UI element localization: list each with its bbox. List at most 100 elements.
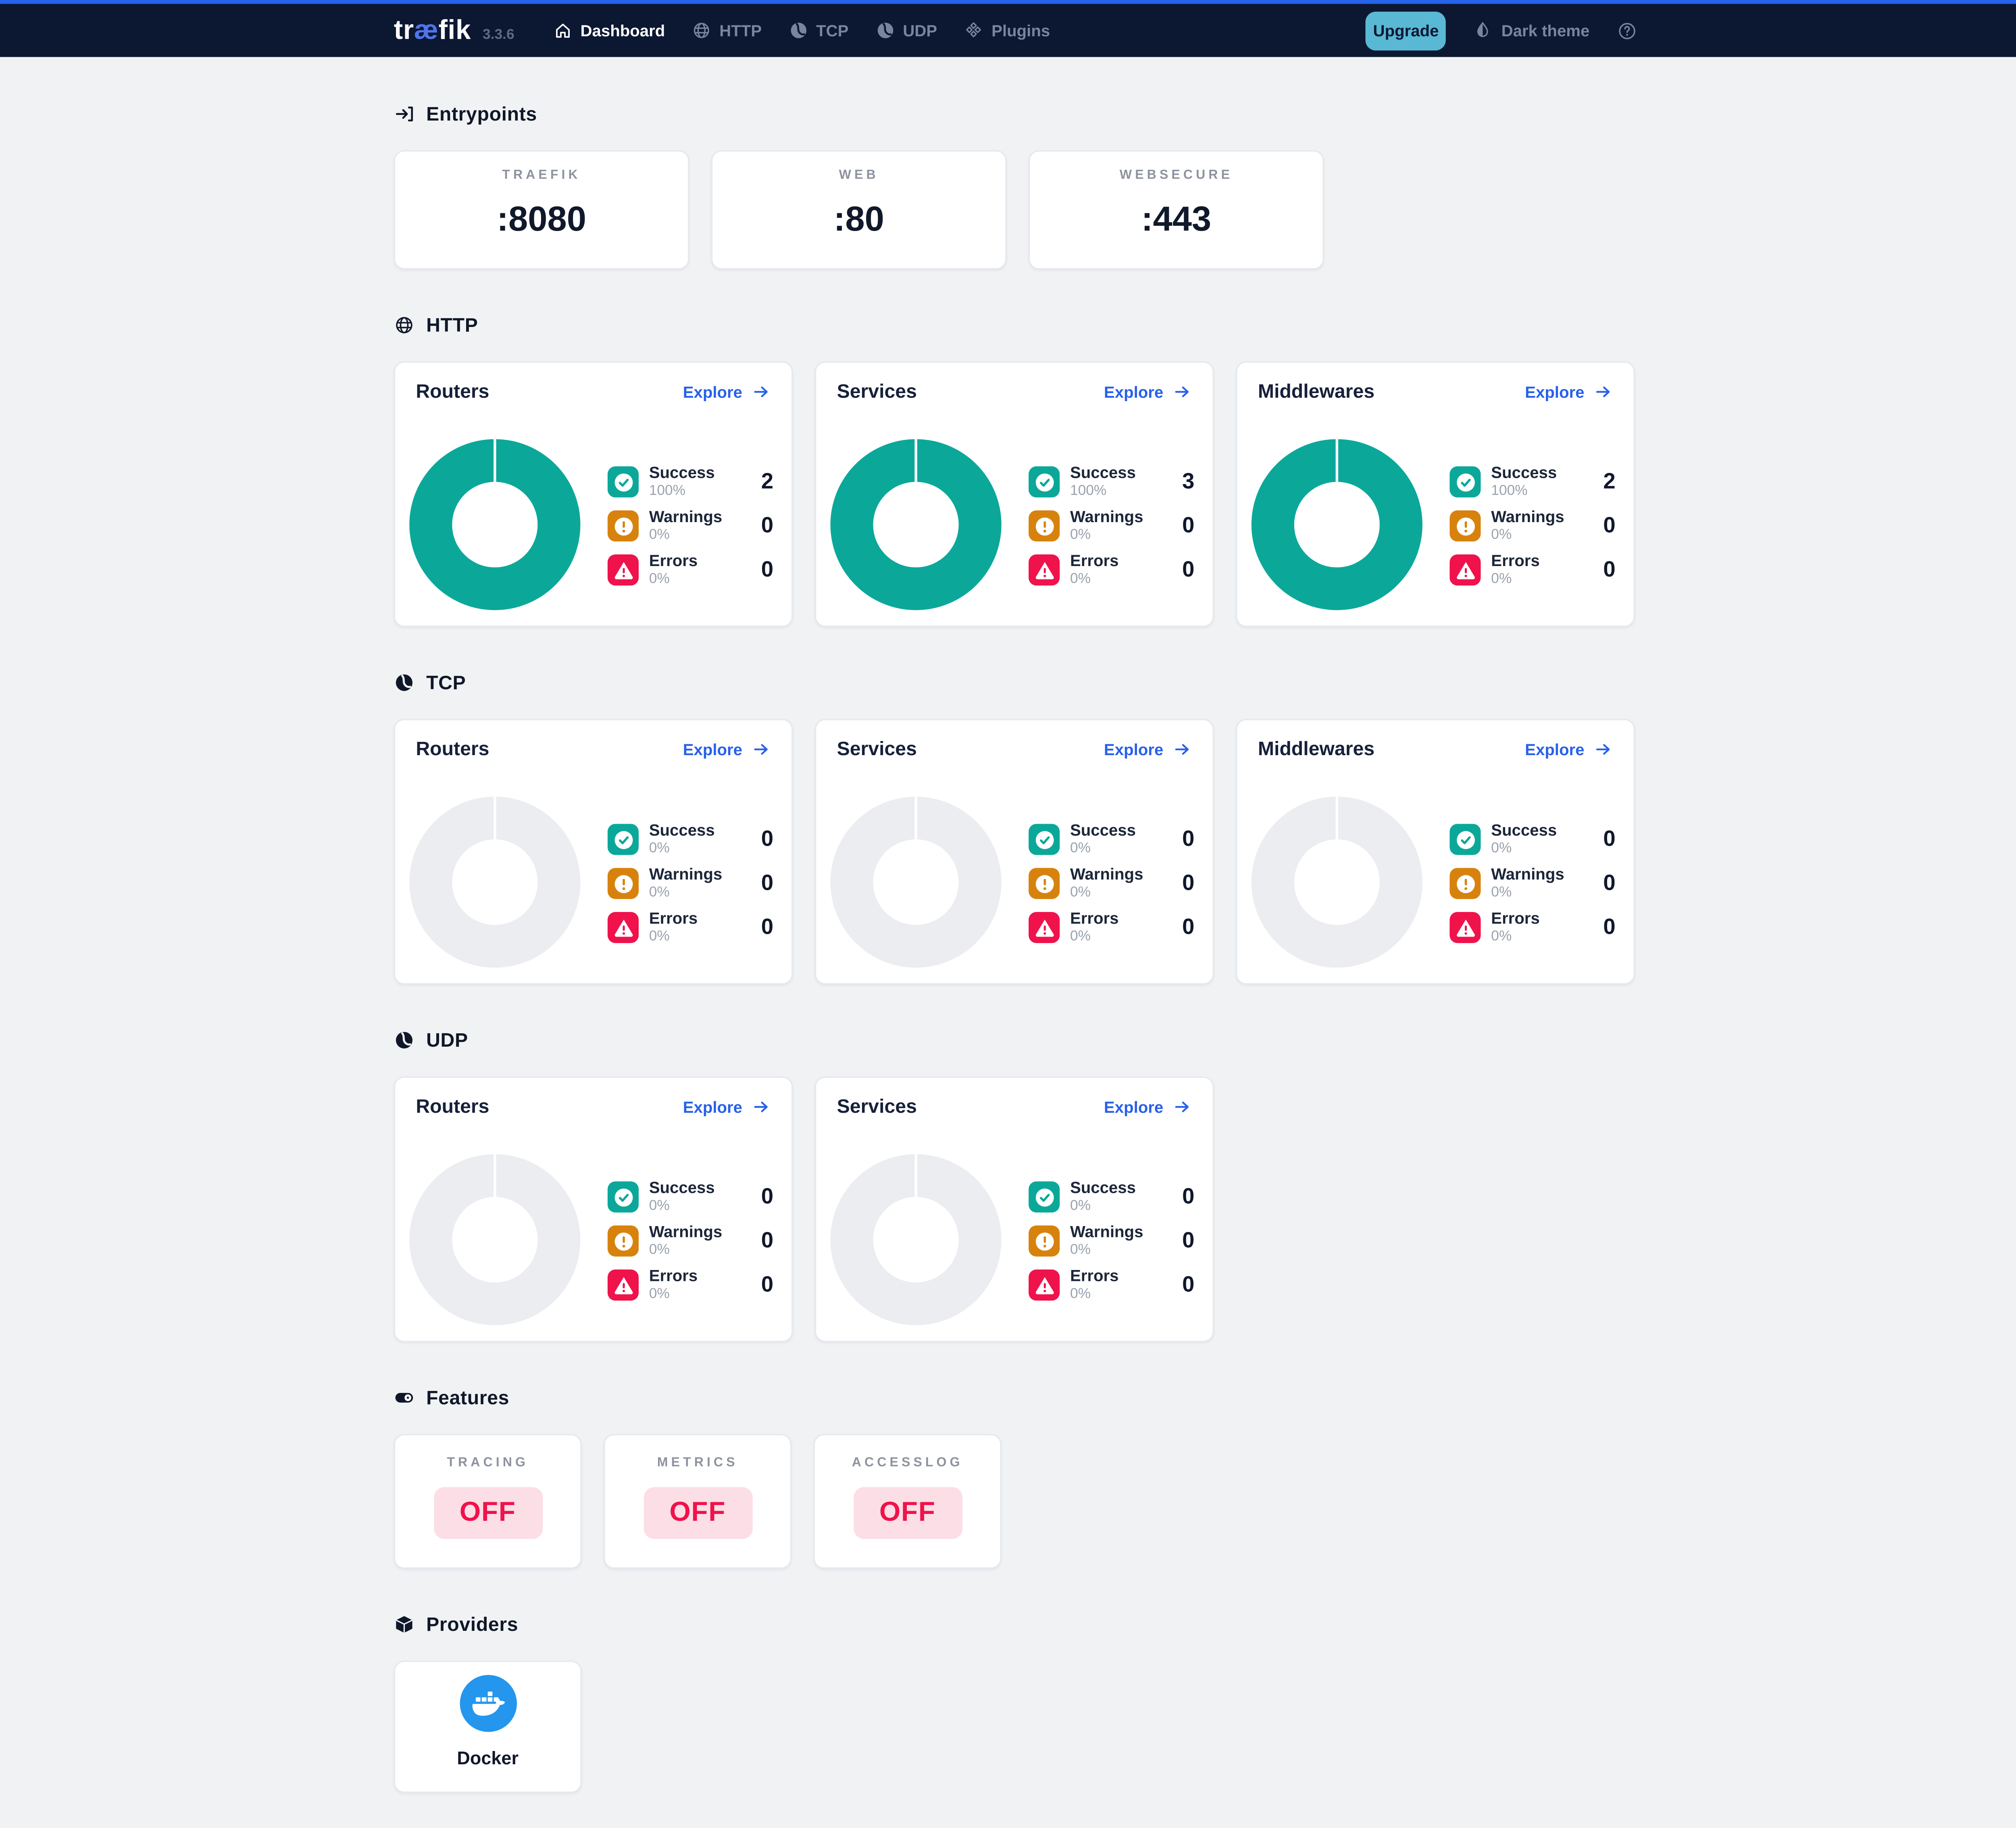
package-icon: [394, 1614, 414, 1634]
top-accent-line: [0, 0, 2016, 4]
status-badge: OFF: [853, 1487, 962, 1539]
error-icon: [607, 912, 639, 943]
status-donut-chart: [409, 1154, 581, 1325]
nav-item-udp[interactable]: UDP: [876, 21, 937, 40]
section-title: Features: [426, 1387, 510, 1409]
warning-icon: [607, 868, 639, 899]
card-title: Middlewares: [1258, 738, 1375, 761]
entrypoint-port: :8080: [497, 199, 586, 239]
http-routers-card: Routers Explore Success 100% 2 Warnings 0%: [394, 361, 793, 627]
dark-theme-label: Dark theme: [1501, 21, 1590, 40]
card-title: Services: [837, 381, 917, 403]
feature-card-tracing: TRACING OFF: [394, 1434, 582, 1569]
entrypoints-header: Entrypoints: [394, 103, 1637, 125]
nav-item-http[interactable]: HTTP: [692, 21, 762, 40]
navbar-actions: Upgrade Dark theme: [1365, 11, 1637, 50]
legend-row-success: Success 0% 0: [607, 820, 773, 859]
tcp-services-card: Services Explore Success 0% 0 Warnings 0%: [814, 719, 1214, 985]
status-donut-chart: [409, 439, 581, 610]
success-icon: [1029, 466, 1060, 498]
version-label: 3.3.6: [483, 26, 514, 42]
legend-row-errors: Errors 0% 0: [607, 908, 773, 947]
arrow-right-icon: [1173, 382, 1192, 402]
nav-item-plugins[interactable]: Plugins: [964, 21, 1050, 40]
warning-icon: [1029, 1225, 1060, 1257]
dark-theme-toggle[interactable]: Dark theme: [1473, 21, 1589, 40]
legend-row-success: Success 100% 3: [1029, 462, 1194, 501]
entrypoint-card-web: WEB :80: [711, 150, 1007, 270]
status-legend: Success 100% 3 Warnings 0% 0 Errors 0% 0: [1029, 462, 1194, 595]
section-http: HTTP Routers Explore Success 100% 2: [394, 314, 1637, 627]
arrow-right-icon: [752, 740, 771, 759]
legend-row-warnings: Warnings 0% 0: [1450, 506, 1616, 545]
explore-link[interactable]: Explore: [683, 382, 771, 402]
explore-link[interactable]: Explore: [1525, 740, 1613, 759]
explore-link[interactable]: Explore: [1104, 1097, 1192, 1116]
status-donut-chart: [1251, 796, 1422, 968]
success-icon: [607, 824, 639, 855]
card-title: Services: [837, 1096, 917, 1118]
card-title: Services: [837, 738, 917, 761]
explore-link[interactable]: Explore: [683, 740, 771, 759]
globe-icon: [692, 21, 712, 40]
card-title: Routers: [416, 738, 489, 761]
error-icon: [1029, 1269, 1060, 1301]
status-legend: Success 0% 0 Warnings 0% 0 Errors 0% 0: [607, 820, 773, 952]
login-icon: [394, 104, 414, 124]
nav-item-tcp[interactable]: TCP: [789, 21, 848, 40]
card-title: Middlewares: [1258, 381, 1375, 403]
legend-row-errors: Errors 0% 0: [1450, 551, 1616, 589]
legend-row-errors: Errors 0% 0: [1029, 908, 1194, 947]
legend-row-errors: Errors 0% 0: [607, 551, 773, 589]
feature-card-metrics: METRICS OFF: [604, 1434, 792, 1569]
traefik-logo: træfik 3.3.6: [394, 15, 514, 46]
disc-icon: [876, 21, 895, 40]
success-icon: [1029, 1181, 1060, 1213]
error-icon: [1029, 912, 1060, 943]
docker-whale-icon: [459, 1675, 516, 1732]
explore-link[interactable]: Explore: [1525, 382, 1613, 402]
disc-icon: [394, 672, 414, 693]
warning-icon: [607, 510, 639, 542]
status-legend: Success 0% 0 Warnings 0% 0 Errors 0% 0: [1029, 1178, 1194, 1310]
legend-row-warnings: Warnings 0% 0: [607, 506, 773, 545]
legend-row-errors: Errors 0% 0: [1450, 908, 1616, 947]
success-icon: [1450, 466, 1481, 498]
section-title: Providers: [426, 1613, 519, 1636]
section-title: UDP: [426, 1029, 468, 1051]
success-icon: [1029, 824, 1060, 855]
entrypoint-port: :80: [833, 199, 884, 239]
navbar: træfik 3.3.6 Dashboard HTTP TCP UDP: [0, 0, 2016, 57]
upgrade-button[interactable]: Upgrade: [1365, 11, 1446, 50]
status-badge: OFF: [433, 1487, 542, 1539]
help-icon[interactable]: [1617, 20, 1637, 41]
status-donut-chart: [409, 796, 581, 968]
card-title: Routers: [416, 1096, 489, 1118]
status-legend: Success 0% 0 Warnings 0% 0 Errors 0% 0: [1029, 820, 1194, 952]
section-udp: UDP Routers Explore Success 0% 0: [394, 1029, 1637, 1342]
legend-row-warnings: Warnings 0% 0: [1029, 1222, 1194, 1260]
section-tcp: TCP Routers Explore Success 0% 0: [394, 672, 1637, 985]
entrypoint-port: :443: [1141, 199, 1212, 239]
legend-row-success: Success 0% 0: [1450, 820, 1616, 859]
legend-row-success: Success 0% 0: [1029, 820, 1194, 859]
entrypoint-card-traefik: TRAEFIK :8080: [394, 150, 689, 270]
legend-row-success: Success 0% 0: [1029, 1178, 1194, 1216]
explore-link[interactable]: Explore: [1104, 740, 1192, 759]
explore-link[interactable]: Explore: [683, 1097, 771, 1116]
warning-icon: [1029, 868, 1060, 899]
success-icon: [1450, 824, 1481, 855]
disc-icon: [789, 21, 808, 40]
nav-item-dashboard[interactable]: Dashboard: [553, 21, 665, 40]
logo-text: træfik: [394, 15, 471, 45]
section-entrypoints: Entrypoints TRAEFIK :8080 WEB :80 WEBSEC…: [394, 103, 1637, 270]
contrast-drop-icon: [1473, 21, 1492, 40]
legend-row-warnings: Warnings 0% 0: [1029, 864, 1194, 903]
udp-header: UDP: [394, 1029, 1637, 1051]
status-donut-chart: [830, 439, 1002, 610]
home-icon: [553, 21, 573, 40]
feature-card-accesslog: ACCESSLOG OFF: [813, 1434, 1002, 1569]
provider-name: Docker: [457, 1747, 519, 1768]
explore-link[interactable]: Explore: [1104, 382, 1192, 402]
udp-routers-card: Routers Explore Success 0% 0 Warnings 0%: [394, 1076, 793, 1342]
